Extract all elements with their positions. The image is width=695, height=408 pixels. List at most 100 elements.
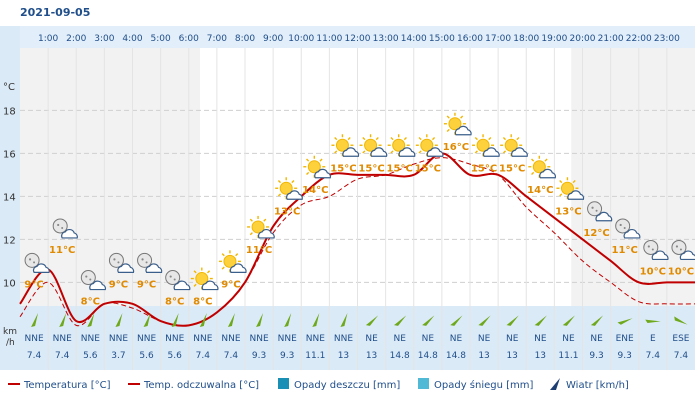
wind-arrow-icon xyxy=(645,319,661,323)
night-partly-cloudy-icon xyxy=(80,270,107,291)
wind-speed: 5.6 xyxy=(168,351,183,361)
partly-sunny-icon xyxy=(500,134,528,157)
wind-direction: NNE xyxy=(81,334,100,344)
temp-label: 9°C xyxy=(109,279,128,290)
wind-direction: NE xyxy=(393,334,406,344)
wind-speed: 14.8 xyxy=(418,351,438,361)
wind-speed: 13 xyxy=(535,351,546,361)
wind-speed: 5.6 xyxy=(83,351,98,361)
wind-arrow-icon xyxy=(115,313,123,327)
wind-direction: NE xyxy=(422,334,435,344)
wind-arrow-icon xyxy=(284,313,292,327)
x-tick-label: 3:00 xyxy=(94,34,114,44)
x-tick-label: 7:00 xyxy=(207,34,227,44)
wind-direction: NE xyxy=(365,334,378,344)
wind-arrow-icon xyxy=(171,313,179,327)
partly-sunny-icon xyxy=(415,134,444,157)
night-partly-cloudy-icon xyxy=(671,239,695,261)
wind-direction: NNE xyxy=(137,334,156,344)
x-tick-label: 1:00 xyxy=(38,34,58,44)
wind-direction: E xyxy=(650,334,656,344)
temp-label: 15°C xyxy=(330,163,356,174)
temp-label: 11°C xyxy=(612,245,638,256)
y-tick-label: 10 xyxy=(3,278,16,289)
temp-label: 9°C xyxy=(137,279,156,290)
x-tick-label: 22:00 xyxy=(626,34,652,44)
wind-arrow-icon xyxy=(227,313,235,327)
temp-label: 11°C xyxy=(49,245,75,256)
partly-sunny-icon xyxy=(190,267,219,291)
partly-sunny-icon xyxy=(275,177,303,200)
x-tick-label: 5:00 xyxy=(151,34,171,44)
wind-arrow-icon xyxy=(31,313,39,327)
wind-direction: NNE xyxy=(221,334,240,344)
wind-direction: NE xyxy=(450,334,463,344)
temp-label: 8°C xyxy=(81,297,100,308)
wind-speed: 7.4 xyxy=(27,351,42,361)
wind-arrow-icon xyxy=(87,313,95,327)
wind-arrow-icon xyxy=(450,315,463,326)
partly-sunny-icon xyxy=(387,134,416,157)
x-tick-label: 17:00 xyxy=(485,34,511,44)
legend-box-swatch xyxy=(418,378,429,389)
wind-direction: NE xyxy=(478,334,491,344)
y-tick-label: 18 xyxy=(3,106,16,117)
temp-label: 13°C xyxy=(274,206,300,217)
x-tick-label: 19:00 xyxy=(541,34,567,44)
wind-direction: NNE xyxy=(24,334,43,344)
partly-sunny-icon xyxy=(359,134,388,157)
wind-arrow-icon xyxy=(59,313,67,327)
date-label: 2021-09-05 xyxy=(20,6,90,19)
wind-arrow-icon xyxy=(478,315,491,326)
partly-sunny-icon xyxy=(218,250,247,273)
x-tick-label: 11:00 xyxy=(316,34,342,44)
y-unit-label: °C xyxy=(3,82,15,93)
temp-label: 8°C xyxy=(193,297,212,308)
night-partly-cloudy-icon xyxy=(643,239,669,261)
wind-speed: 7.4 xyxy=(646,351,661,361)
wind-arrow-icon xyxy=(312,313,320,327)
wind-arrow-icon xyxy=(256,313,264,327)
temp-label: 15°C xyxy=(358,163,384,174)
wind-direction: NNE xyxy=(165,334,184,344)
temp-label: 8°C xyxy=(165,297,184,308)
wind-speed: 11.1 xyxy=(305,351,325,361)
x-tick-label: 2:00 xyxy=(66,34,86,44)
temperature-line xyxy=(19,152,695,327)
wind-speed: 13 xyxy=(338,351,349,361)
legend-box-swatch xyxy=(278,378,289,389)
legend-label: Temp. odczuwalna [°C] xyxy=(143,380,259,391)
left-axis-panel xyxy=(0,26,20,370)
x-tick-label: 10:00 xyxy=(288,34,314,44)
partly-sunny-icon xyxy=(247,215,275,239)
x-tick-label: 6:00 xyxy=(179,34,199,44)
wind-speed: 9.3 xyxy=(618,351,632,361)
partly-sunny-icon xyxy=(303,155,332,179)
x-tick-label: 20:00 xyxy=(570,34,596,44)
temp-label: 13°C xyxy=(555,206,581,217)
temp-label: 14°C xyxy=(302,185,328,196)
partly-sunny-icon xyxy=(331,134,360,157)
night-band-evening xyxy=(571,48,695,306)
wind-speed: 9.3 xyxy=(589,351,603,361)
temp-label: 10°C xyxy=(668,266,694,277)
wind-direction: NNE xyxy=(306,334,325,344)
wind-speed: 14.8 xyxy=(390,351,410,361)
feels-like-line xyxy=(19,157,695,327)
legend-label: Temperatura [°C] xyxy=(23,380,111,391)
wind-speed: 14.8 xyxy=(446,351,466,361)
x-tick-label: 12:00 xyxy=(345,34,371,44)
wind-direction: ESE xyxy=(672,334,689,344)
x-tick-label: 18:00 xyxy=(513,34,539,44)
temp-label: 11°C xyxy=(246,245,272,256)
wind-direction: NE xyxy=(506,334,519,344)
temp-label: 15°C xyxy=(387,163,413,174)
partly-sunny-icon xyxy=(528,155,557,179)
hour-header xyxy=(20,26,695,48)
wind-arrow-icon xyxy=(534,315,547,326)
wind-speed: 13 xyxy=(506,351,517,361)
wind-arrow-icon xyxy=(590,315,604,326)
x-tick-label: 8:00 xyxy=(235,34,255,44)
wind-direction: NE xyxy=(590,334,603,344)
wind-arrow-icon xyxy=(199,313,207,327)
